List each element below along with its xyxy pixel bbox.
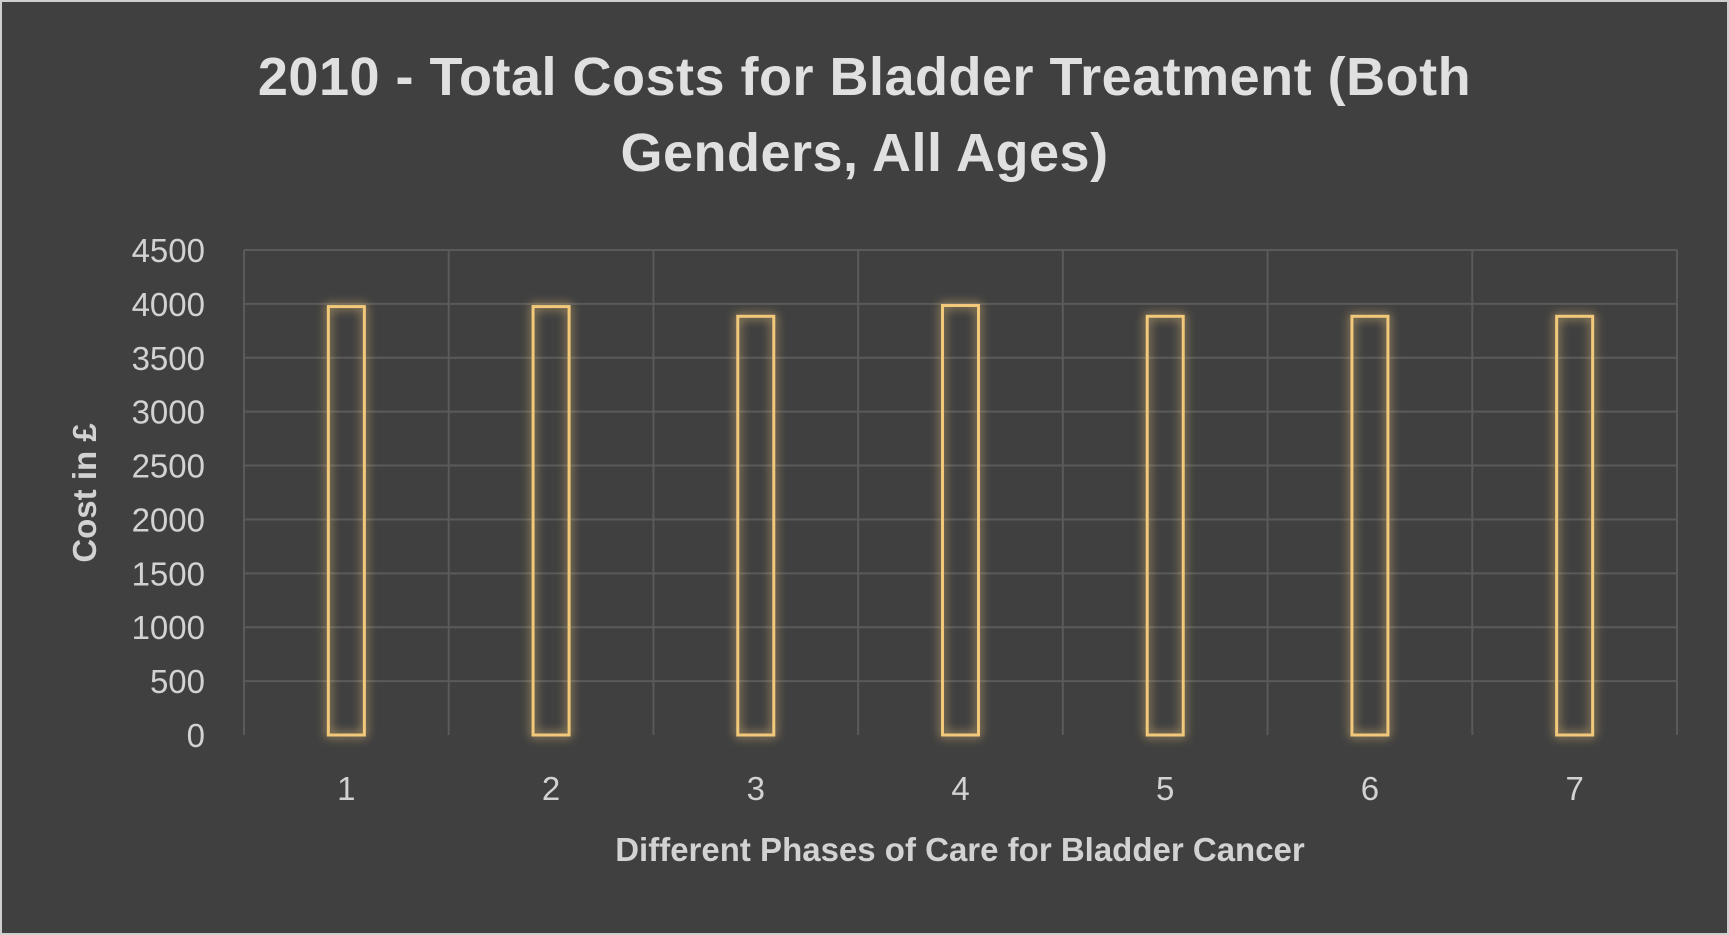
x-tick-label: 4 bbox=[951, 770, 969, 807]
x-tick-label: 7 bbox=[1565, 770, 1583, 807]
x-tick-label: 1 bbox=[337, 770, 355, 807]
y-tick-label: 4000 bbox=[132, 286, 205, 323]
y-tick-label: 500 bbox=[150, 663, 205, 700]
chart-title-line-2: Genders, All Ages) bbox=[620, 123, 1109, 183]
y-tick-label: 2500 bbox=[132, 448, 205, 485]
chart-title-line-1: 2010 - Total Costs for Bladder Treatment… bbox=[257, 47, 1472, 107]
y-tick-label: 0 bbox=[187, 717, 205, 754]
bar bbox=[1145, 314, 1185, 737]
y-tick-label: 3000 bbox=[132, 394, 205, 431]
x-tick-label: 2 bbox=[542, 770, 560, 807]
y-tick-label: 3500 bbox=[132, 340, 205, 377]
grid-lines bbox=[243, 249, 1678, 735]
bar bbox=[1555, 314, 1595, 737]
bar bbox=[736, 314, 776, 737]
y-tick-label: 4500 bbox=[132, 232, 205, 269]
y-tick-labels: 0 500 1000 1500 2000 2500 3000 3500 4000 4500 bbox=[132, 232, 205, 754]
y-tick-label: 1000 bbox=[132, 609, 205, 646]
x-tick-label: 3 bbox=[747, 770, 765, 807]
bar bbox=[531, 305, 571, 737]
x-axis-label: Different Phases of Care for Bladder Can… bbox=[615, 831, 1305, 868]
bar bbox=[1350, 314, 1390, 737]
x-tick-labels: 1 2 3 4 5 6 7 bbox=[337, 770, 1584, 807]
y-tick-label: 2000 bbox=[132, 501, 205, 538]
bars bbox=[326, 304, 1595, 737]
y-tick-label: 1500 bbox=[132, 555, 205, 592]
bar bbox=[326, 305, 366, 737]
x-tick-label: 5 bbox=[1156, 770, 1174, 807]
bar bbox=[941, 304, 980, 737]
x-tick-label: 6 bbox=[1361, 770, 1379, 807]
